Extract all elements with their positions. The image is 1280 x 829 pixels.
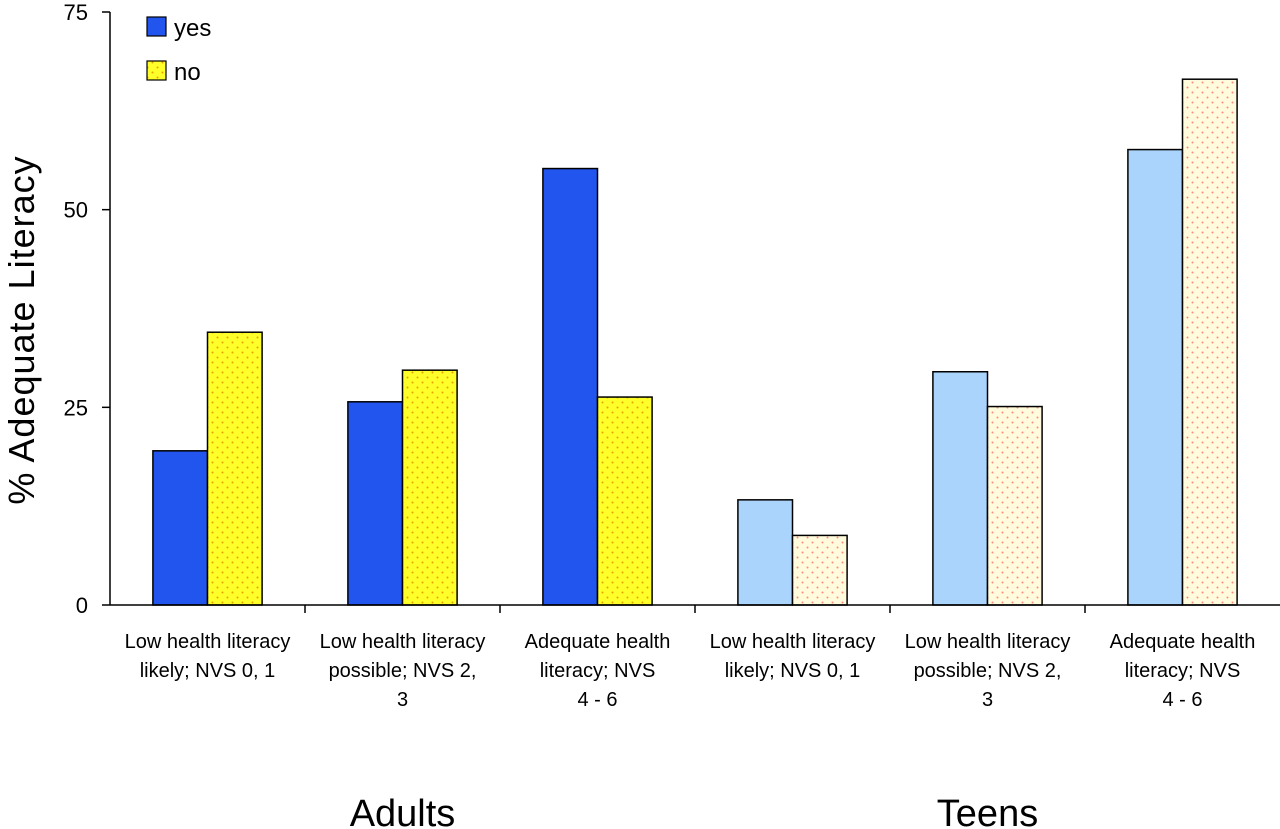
category-label: Low health literacy possible; NVS 2, 3 [320,631,486,711]
y-tick-label: 25 [64,395,88,420]
bar-yes-teens-5 [1127,148,1184,606]
bar-yes-teens-4 [932,371,989,606]
group-label-adults: Adults [350,793,456,829]
bar-yes-adults-2 [542,167,599,606]
group-label-teens: Teens [937,793,1038,829]
bar-yes-adults-1 [347,401,404,606]
category-label: Adequate health literacy; NVS 4 - 6 [1110,631,1256,711]
bar-no-teens-4 [986,405,1043,606]
bar-yes-teens-3 [737,499,794,606]
bar-yes-adults-0 [152,450,209,606]
legend: yes no [146,15,211,86]
legend-label-yes: yes [174,15,211,42]
legend-swatch-yes [146,16,167,37]
legend-label-no: no [174,59,201,86]
y-axis-title: % Adequate Literacy [1,155,42,504]
group-labels: Adults Teens [350,793,1039,829]
y-axis: 0 25 50 75 [64,0,111,618]
category-label: Adequate health literacy; NVS 4 - 6 [525,631,671,711]
category-label: Low health literacy likely; NVS 0, 1 [710,631,876,682]
bar-no-adults-0 [206,331,263,606]
legend-swatch-no [146,60,167,81]
bar-no-teens-5 [1181,78,1238,606]
y-tick-label: 75 [64,0,88,25]
bars [152,78,1238,606]
y-tick-label: 50 [64,198,88,223]
bar-no-adults-2 [596,396,653,606]
category-label: Low health literacy likely; NVS 0, 1 [125,631,291,682]
category-labels: Low health literacy likely; NVS 0, 1 Low h… [125,631,1256,711]
x-axis [110,604,1280,613]
category-label: Low health literacy possible; NVS 2, 3 [905,631,1071,711]
bar-no-teens-3 [791,534,848,606]
y-tick-label: 0 [76,593,88,618]
bar-no-adults-1 [401,369,458,606]
